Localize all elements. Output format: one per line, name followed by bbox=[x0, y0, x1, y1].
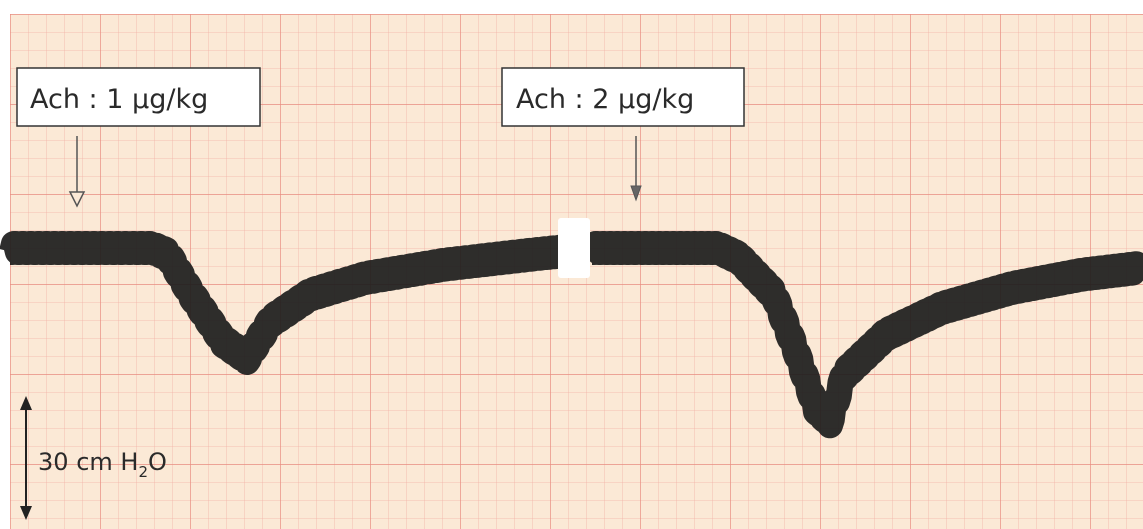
annotation-2-arrow-head-icon bbox=[630, 185, 642, 202]
recording-gap bbox=[558, 218, 590, 278]
annotation-2-label: Ach : 2 µg/kg bbox=[516, 84, 694, 115]
annotation-1-box bbox=[16, 67, 261, 127]
trace-2 bbox=[580, 231, 1143, 439]
trace-group bbox=[0, 231, 1143, 439]
scale-bar-label: 30 cm H2O bbox=[38, 448, 167, 481]
scale-bar: 30 cm H2O bbox=[20, 396, 167, 520]
annotation-1: Ach : 1 µg/kg bbox=[16, 67, 261, 208]
trace-1 bbox=[0, 231, 576, 375]
annotation-2-box bbox=[501, 67, 745, 127]
annotation-1-arrow-head-icon bbox=[68, 191, 86, 208]
annotation-1-label: Ach : 1 µg/kg bbox=[30, 84, 208, 115]
scale-bar-arrow-down-icon bbox=[20, 506, 32, 520]
annotation-2: Ach : 2 µg/kg bbox=[501, 67, 745, 202]
scale-bar-arrow-up-icon bbox=[20, 396, 32, 410]
